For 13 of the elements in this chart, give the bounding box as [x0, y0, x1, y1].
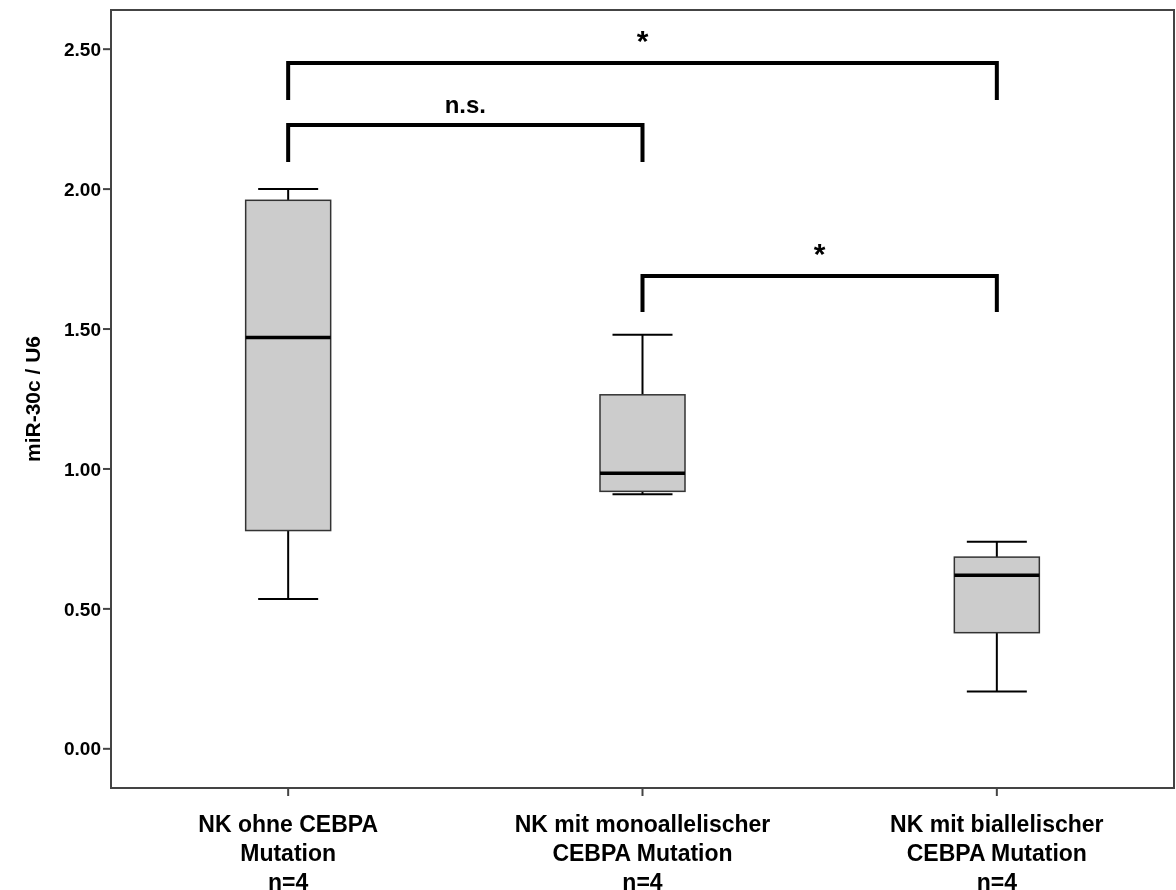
y-axis-title: miR-30c / U6	[21, 335, 44, 463]
annotation: *	[636, 24, 649, 57]
y-tick-label: 2.00	[64, 178, 101, 200]
y-tick-label: 0.00	[64, 738, 101, 760]
y-tick-label: 0.50	[64, 598, 101, 620]
y-tick-label: 1.50	[64, 318, 101, 340]
y-tick-label: 1.00	[64, 458, 101, 480]
annotation: n.s.	[444, 91, 487, 118]
y-tick-label: 2.50	[64, 38, 101, 60]
x-tick-label: NK ohne CEBPA Mutation n=4	[198, 811, 379, 890]
annotation: *	[813, 237, 826, 270]
x-tick-label: NK mit biallelischer CEBPA Mutation n=4	[890, 811, 1104, 890]
x-tick-label: NK mit monoallelischer CEBPA Mutation n=4	[514, 811, 771, 890]
